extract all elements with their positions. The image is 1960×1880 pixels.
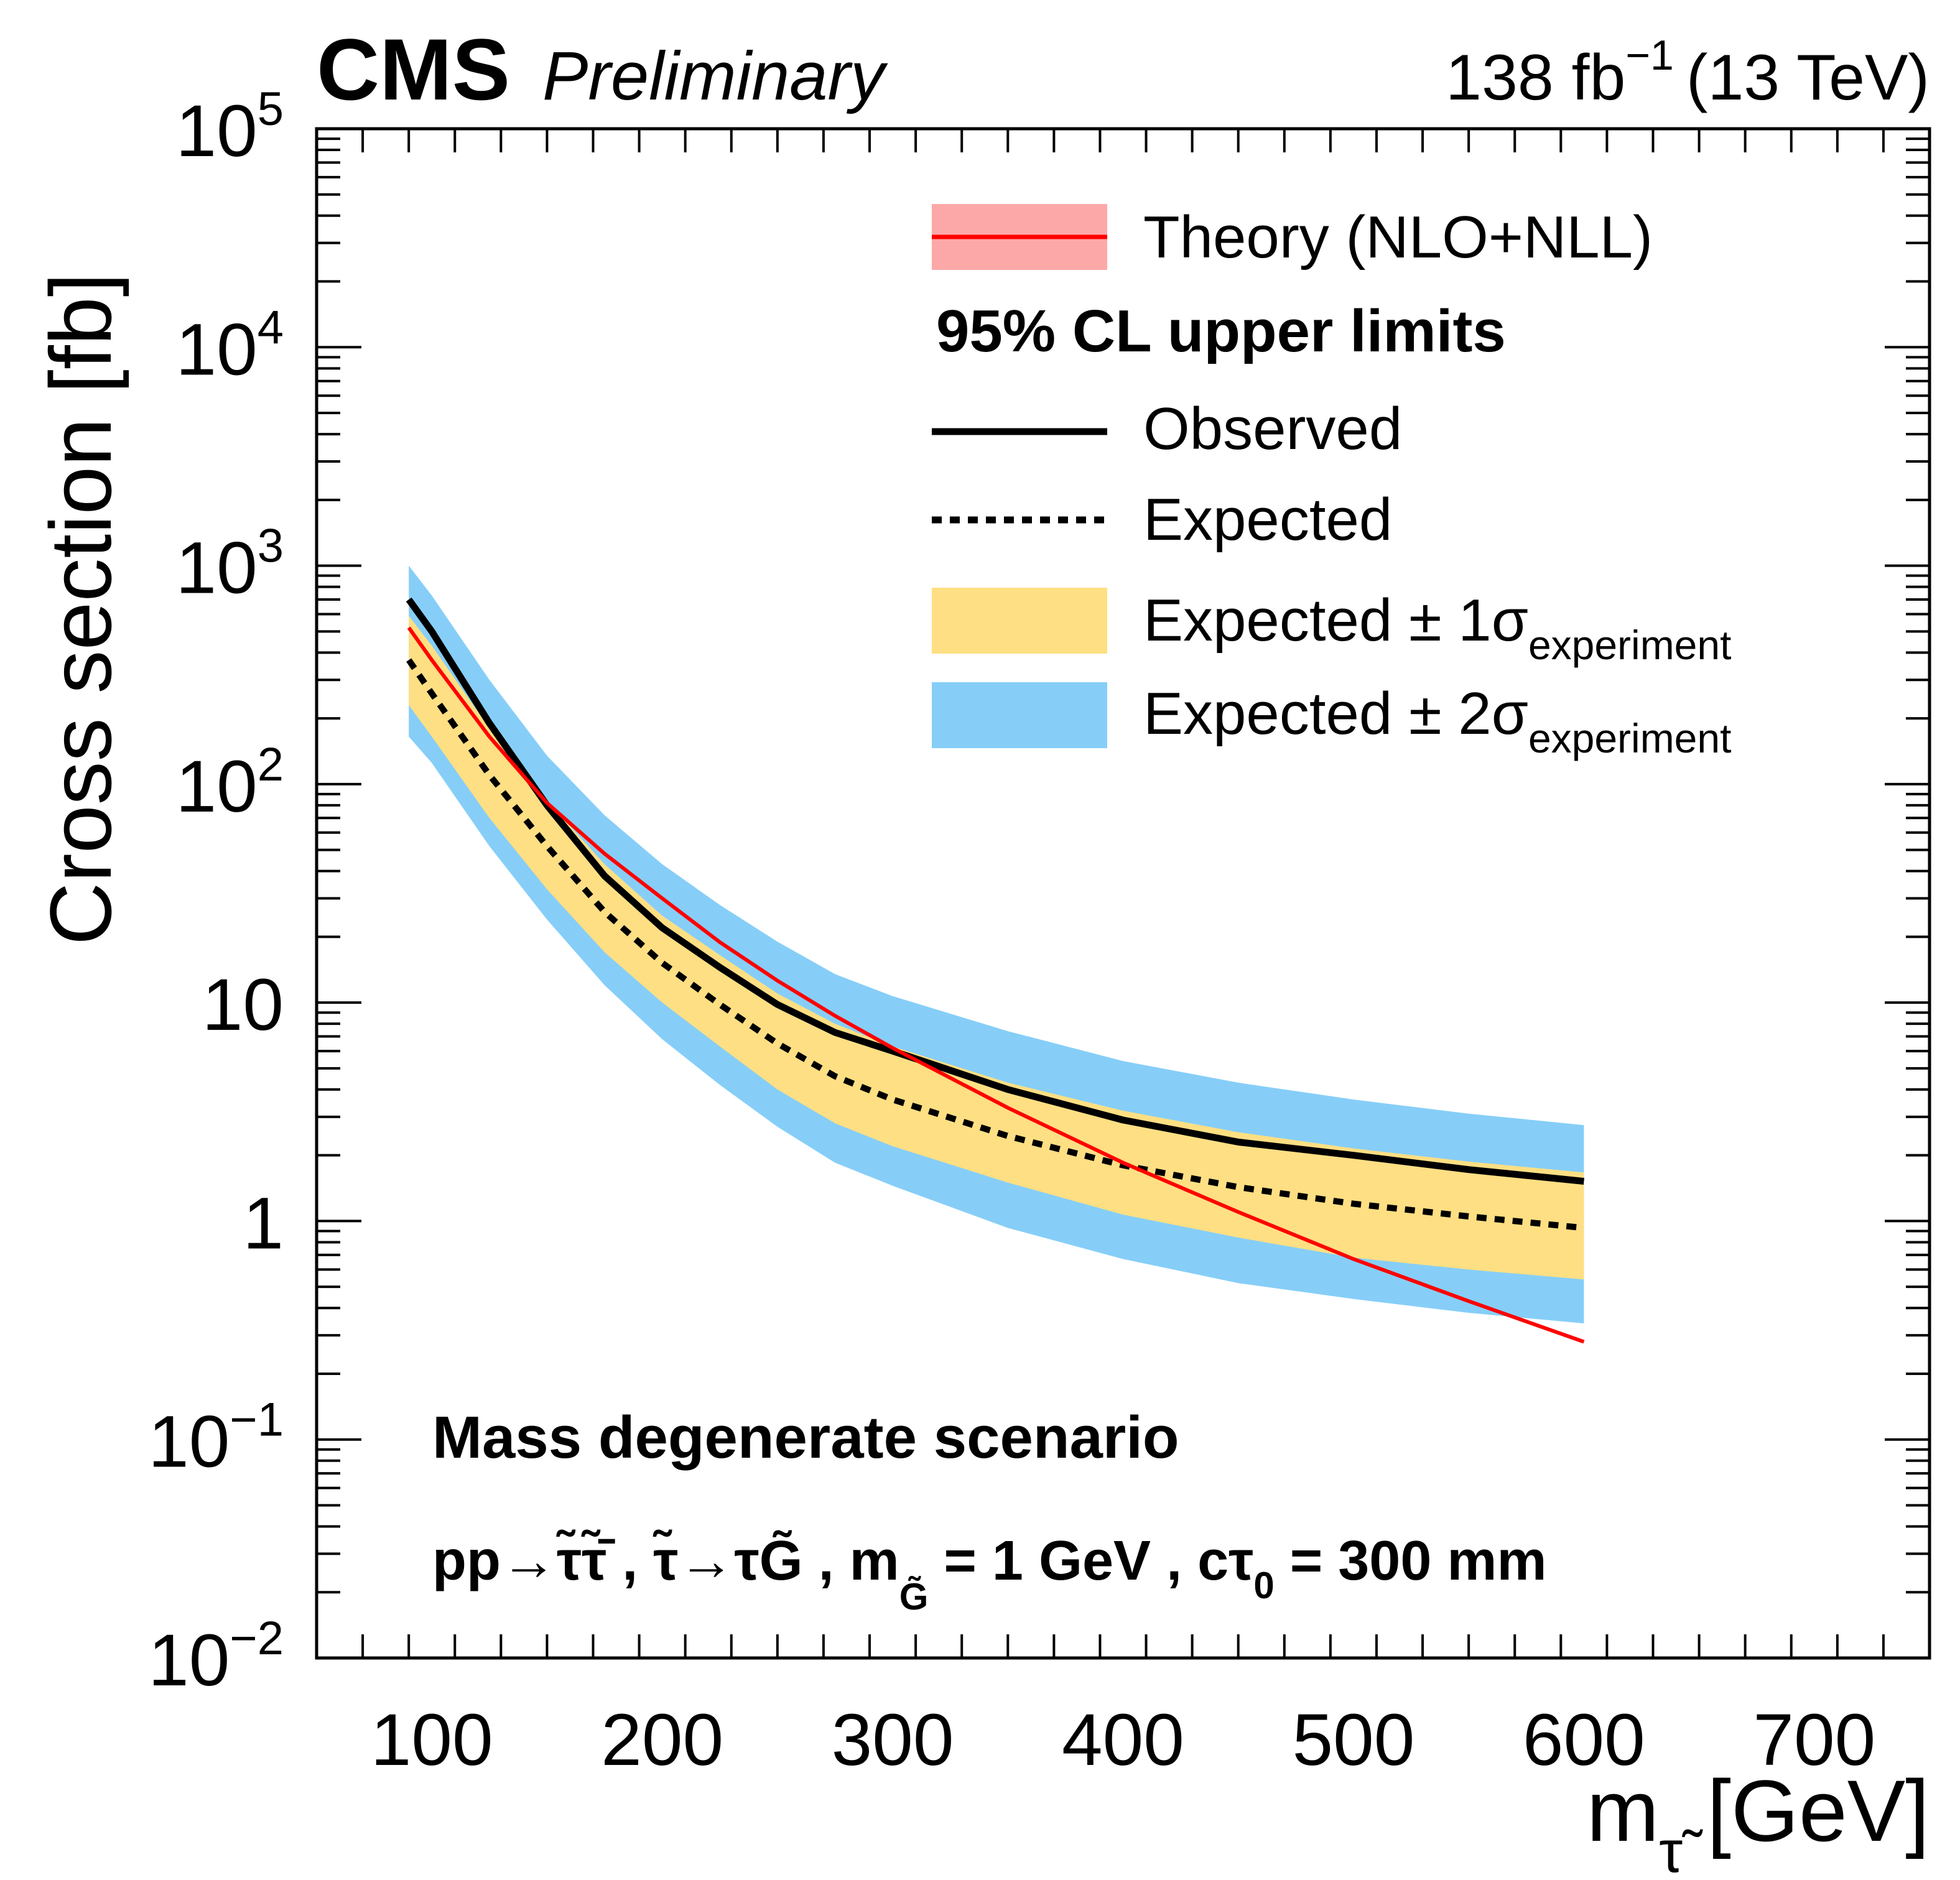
experiment-label: CMS xyxy=(317,21,510,118)
tick-labels: 100 200 300 400 500 600 70010510410310210110−1… xyxy=(148,83,1875,1781)
y-tick-exponent: 4 xyxy=(258,301,284,354)
gravitino-mass: = 1 GeV , cτ xyxy=(928,1530,1253,1592)
y-tick-label: 10−1 xyxy=(148,1394,284,1483)
y-tick-label: 105 xyxy=(175,83,284,172)
legend-one-sigma-label: Expected ± 1σexperiment xyxy=(1143,587,1731,668)
y-tick-exponent: 3 xyxy=(258,520,284,573)
legend-two-sigma-swatch xyxy=(932,682,1107,748)
theory-cross-section-line xyxy=(407,626,1585,1344)
observed-limit-line xyxy=(406,597,1584,1185)
y-tick-base: 10 xyxy=(148,1619,230,1702)
legend-one-sigma-swatch xyxy=(932,588,1107,654)
ctau-value: = 300 mm xyxy=(1275,1530,1547,1592)
y-tick-base: 1 xyxy=(243,1182,284,1264)
y-axis-title: Cross section [fb] xyxy=(32,272,129,945)
legend-theory-label: Theory (NLO+NLL) xyxy=(1143,204,1653,271)
two-sigma-band xyxy=(409,565,1584,1323)
process-text: pp→τ̃τ̃̄ , τ̃→τG̃ , m xyxy=(432,1529,899,1592)
expected-limit-line xyxy=(406,658,1584,1231)
x-axis-symbol: m xyxy=(1587,1762,1660,1859)
legend-observed-label: Observed xyxy=(1143,396,1402,462)
x-axis-unit: [GeV] xyxy=(1683,1762,1930,1859)
x-tick-label: 600 xyxy=(1523,1699,1645,1781)
x-axis-title: mτ̃ [GeV] xyxy=(1587,1762,1930,1880)
y-tick-base: 10 xyxy=(175,90,257,172)
x-tick-label: 100 xyxy=(371,1699,493,1781)
y-tick-base: 10 xyxy=(148,1401,230,1483)
y-tick-label: 10 xyxy=(202,964,284,1046)
x-tick-label: 400 xyxy=(1062,1699,1184,1781)
legend-two-sigma-subscript: experiment xyxy=(1528,715,1732,761)
y-tick-exponent: 2 xyxy=(258,738,284,791)
legend: Theory (NLO+NLL) 95% CL upper limits Obs… xyxy=(932,204,1731,761)
legend-one-sigma-text: Expected ± 1σ xyxy=(1143,587,1528,654)
lumi-exponent: −1 xyxy=(1625,32,1674,79)
legend-one-sigma-subscript: experiment xyxy=(1528,622,1732,668)
x-tick-label: 200 xyxy=(601,1699,723,1781)
legend-two-sigma-text: Expected ± 2σ xyxy=(1143,680,1528,747)
y-tick-label: 10−2 xyxy=(148,1612,284,1702)
energy-label: (13 TeV) xyxy=(1686,42,1930,114)
y-tick-exponent: 5 xyxy=(258,83,284,136)
legend-two-sigma-label: Expected ± 2σexperiment xyxy=(1143,680,1731,761)
y-tick-base: 10 xyxy=(175,308,257,391)
limit-lines xyxy=(406,597,1585,1344)
y-tick-label: 1 xyxy=(243,1182,284,1264)
y-tick-label: 102 xyxy=(175,738,284,828)
lumi-label: 138 fb−1 (13 TeV) xyxy=(1446,32,1930,114)
x-tick-label: 500 xyxy=(1292,1699,1414,1781)
y-tick-base: 10 xyxy=(202,964,284,1046)
status-label: Preliminary xyxy=(542,38,888,114)
y-tick-base: 10 xyxy=(175,746,257,828)
axis-ticks xyxy=(315,127,1931,1659)
y-tick-exponent: −1 xyxy=(230,1394,284,1447)
y-tick-base: 10 xyxy=(175,527,257,609)
legend-expected-label: Expected xyxy=(1143,486,1392,553)
gravitino-subscript: G̃ xyxy=(899,1576,929,1618)
scenario-label: Mass degenerate scenario xyxy=(432,1404,1179,1471)
legend-header: 95% CL upper limits xyxy=(936,298,1506,364)
process-label: pp→τ̃τ̃̄ , τ̃→τG̃ , mG̃ = 1 GeV , cτ0 = … xyxy=(432,1529,1546,1618)
y-tick-label: 103 xyxy=(175,520,284,609)
ctau-subscript: 0 xyxy=(1253,1565,1274,1606)
y-tick-exponent: −2 xyxy=(230,1612,284,1665)
lumi-value: 138 fb xyxy=(1446,42,1625,114)
y-tick-label: 104 xyxy=(175,301,284,391)
x-tick-label: 300 xyxy=(832,1699,954,1781)
plot-frame xyxy=(315,127,1931,1660)
x-tick-label: 700 xyxy=(1753,1699,1875,1781)
